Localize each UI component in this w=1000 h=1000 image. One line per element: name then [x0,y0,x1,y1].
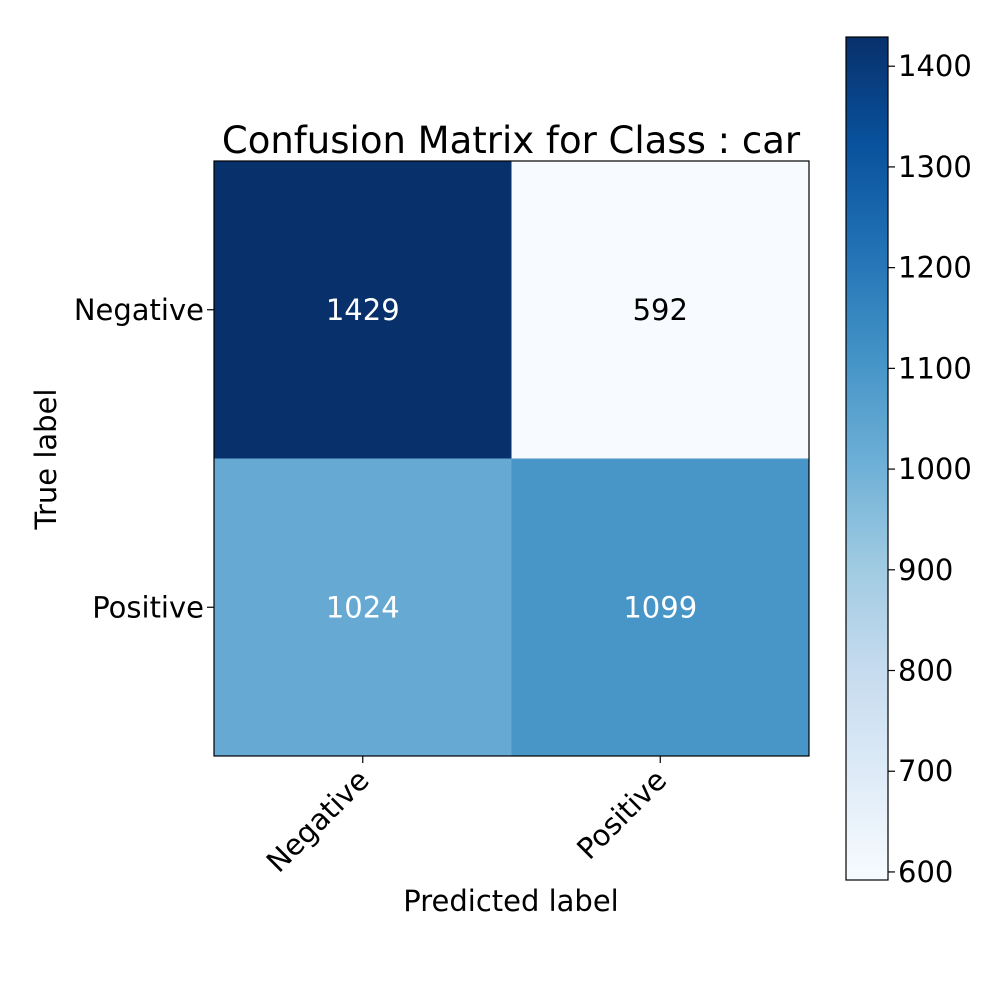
x-tick-label: Positive [570,763,673,866]
cell-value-label: 1024 [326,590,400,624]
colorbar-gradient [846,37,888,880]
colorbar: 600 700 800 900 1000 1100 1200 1300 1400 [845,36,972,889]
colorbar-tick-label: 900 [898,553,953,587]
heatmap-cell [511,458,810,757]
x-axis: Negative Positive [260,756,673,879]
colorbar-tick-label: 700 [898,754,953,788]
colorbar-tick-label: 800 [898,654,953,688]
heatmap-cell [214,458,512,757]
y-tick-label: Positive [92,590,204,624]
chart-title: Confusion Matrix for Class : car [222,119,801,162]
x-tick-label: Negative [260,763,376,879]
plot-frame [213,160,810,757]
cell-value-label: 1429 [326,293,400,327]
x-axis-label: Predicted label [403,884,619,918]
colorbar-tick-label: 1000 [898,452,972,486]
y-axis: Negative Positive [74,293,214,624]
y-axis-label: True label [29,389,63,531]
colorbar-tick-label: 600 [898,855,953,889]
colorbar-tick-label: 1100 [898,351,972,385]
colorbar-frame [845,36,889,881]
heatmap-cell [214,161,512,459]
colorbar-tick-label: 1400 [898,49,972,83]
colorbar-tick-label: 1300 [898,150,972,184]
cell-value-label: 1099 [623,590,697,624]
cell-value-label: 592 [633,293,688,327]
y-tick-label: Negative [74,293,204,327]
colorbar-tick-label: 1200 [898,251,972,285]
heatmap-cells: 1429 592 1024 1099 [214,161,810,757]
heatmap-cell [511,161,810,459]
